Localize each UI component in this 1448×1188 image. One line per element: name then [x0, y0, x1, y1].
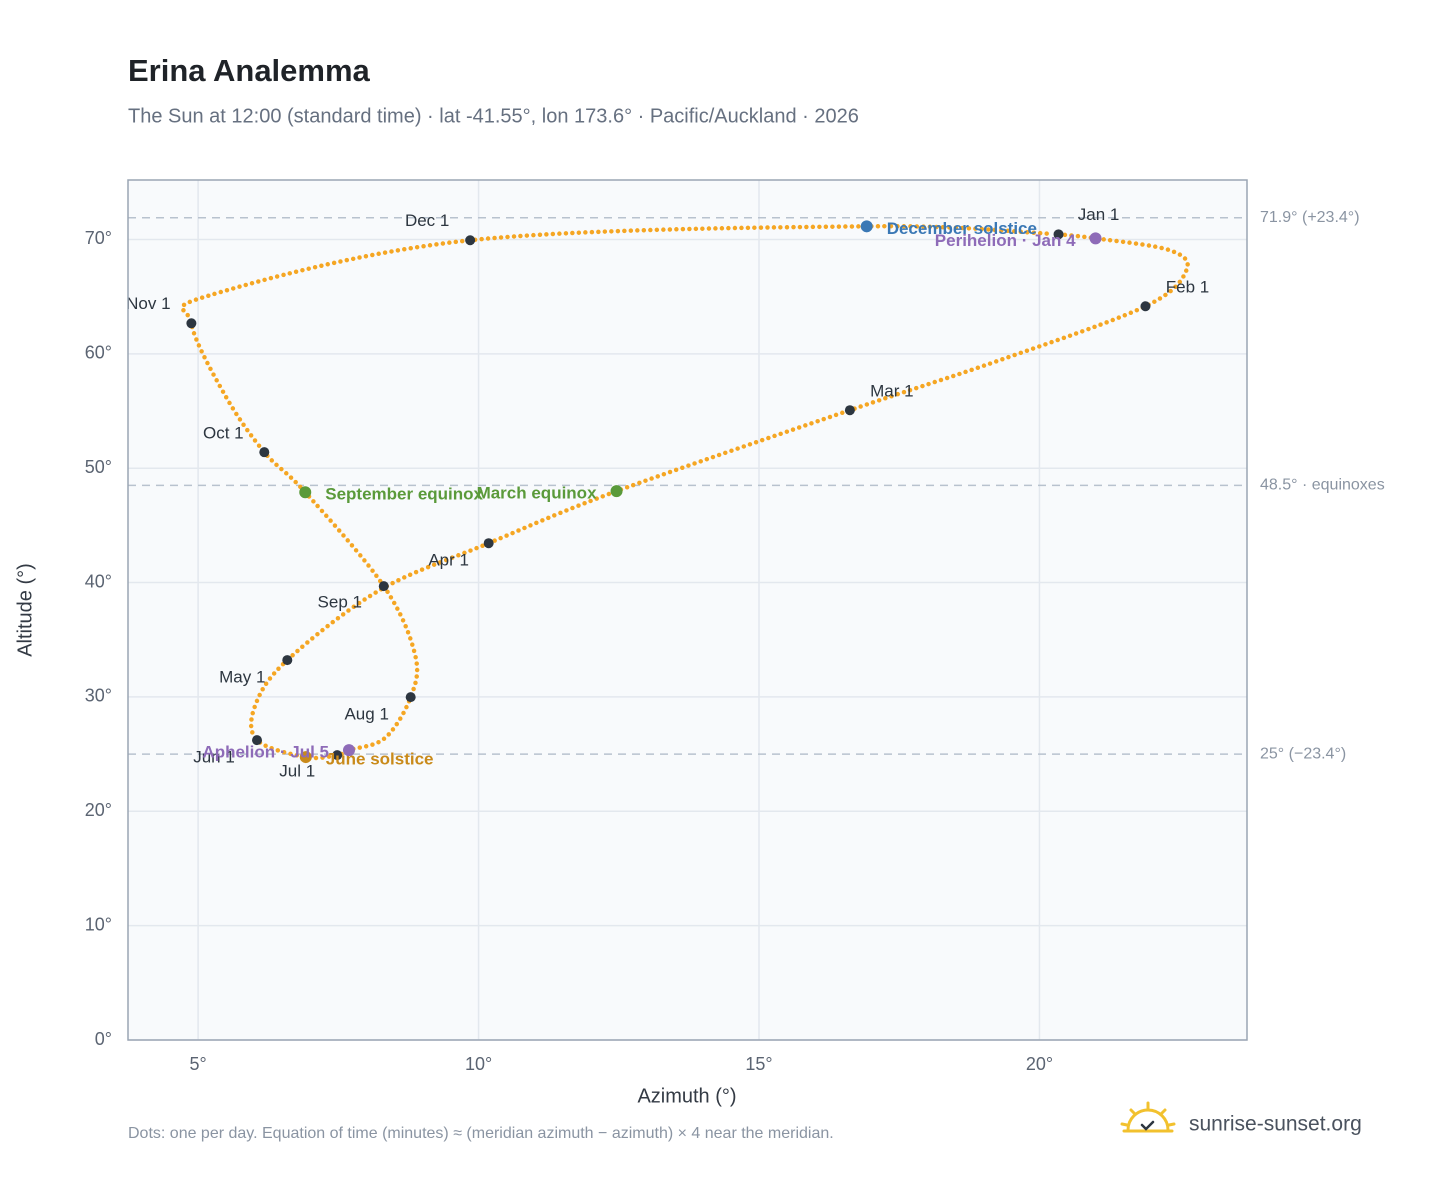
month-marker [282, 655, 293, 666]
month-label: Aug 1 [344, 705, 388, 724]
x-tick-label: 10° [465, 1054, 492, 1074]
month-marker [259, 447, 270, 458]
month-label: Jun 1 [193, 748, 235, 767]
y-tick-label: 0° [95, 1029, 112, 1049]
event-label: March equinox [477, 484, 598, 503]
x-tick-label: 15° [745, 1054, 772, 1074]
y-tick-label: 50° [85, 457, 112, 477]
month-label: Feb 1 [1166, 278, 1209, 297]
month-marker [252, 735, 263, 746]
chart-title: Erina Analemma [128, 53, 371, 88]
y-tick-label: 10° [85, 914, 112, 934]
event-marker [299, 486, 312, 499]
event-label: Aphelion · Jul 5 [202, 743, 329, 762]
y-tick-label: 70° [85, 228, 112, 248]
month-marker [1053, 229, 1064, 240]
event-marker [1089, 232, 1102, 245]
month-marker [483, 538, 494, 549]
y-tick-label: 20° [85, 800, 112, 820]
brand: sunrise-sunset.org [1189, 1113, 1362, 1136]
month-label: Oct 1 [203, 424, 244, 443]
event-marker [860, 220, 873, 233]
month-label: Jul 1 [279, 762, 315, 781]
chart-subtitle: The Sun at 12:00 (standard time) · lat -… [128, 105, 859, 127]
marks: Jan 1 Feb 1 Mar 1 Apr 1 May 1 Jun 1 Jul 1 Aug 1… [126, 205, 1209, 781]
brand-logo [1120, 1101, 1176, 1133]
reference-label: 25° (−23.4°) [1260, 745, 1346, 762]
y-tick-label: 60° [85, 343, 112, 363]
x-tick-label: 5° [190, 1054, 207, 1074]
reference-label: 71.9° (+23.4°) [1260, 209, 1360, 226]
event-marker [299, 751, 312, 764]
footnote: Dots: one per day. Equation of time (min… [128, 1125, 834, 1142]
y-axis-label: Altitude (°) [14, 563, 36, 657]
y-tick-label: 40° [85, 571, 112, 591]
month-label: Apr 1 [428, 551, 469, 570]
x-tick-label: 20° [1026, 1054, 1053, 1074]
month-marker [332, 750, 343, 761]
month-marker [844, 405, 855, 416]
reference-label: 48.5° · equinoxes [1260, 477, 1385, 494]
month-marker [465, 235, 476, 246]
plot-area [128, 180, 1247, 1040]
month-marker [1140, 301, 1151, 312]
event-label: December solstice [887, 219, 1037, 238]
event-label: September equinox [325, 485, 483, 504]
month-marker [186, 318, 197, 329]
month-marker [378, 581, 389, 592]
month-label: Dec 1 [405, 211, 449, 230]
month-label: Mar 1 [870, 382, 913, 401]
month-marker [405, 692, 416, 703]
event-marker [342, 744, 355, 757]
month-label: May 1 [219, 668, 265, 687]
y-tick-label: 30° [85, 686, 112, 706]
month-label: Nov 1 [126, 294, 170, 313]
month-label: Jan 1 [1078, 205, 1120, 224]
month-label: Sep 1 [318, 593, 362, 612]
plot-border [127, 179, 1248, 1041]
event-marker [610, 485, 623, 498]
event-label: Perihelion · Jan 4 [935, 231, 1076, 250]
x-axis-label: Azimuth (°) [637, 1085, 736, 1107]
event-label: June solstice [326, 750, 434, 769]
